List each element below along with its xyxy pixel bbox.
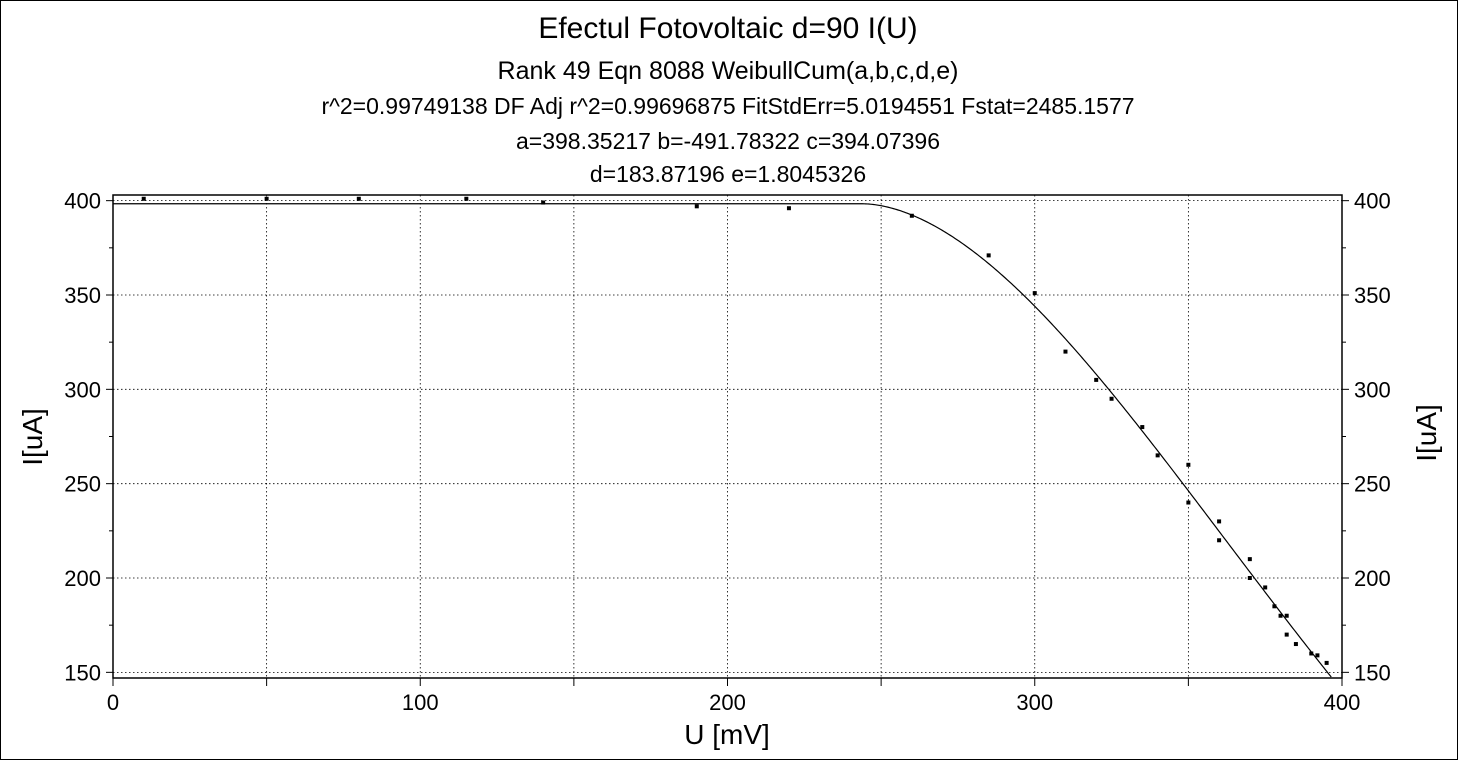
data-point: [264, 196, 269, 201]
y-axis-label-right: I[uA]: [1411, 404, 1442, 462]
data-point: [1217, 538, 1222, 543]
data-point: [786, 206, 791, 211]
data-point: [1284, 613, 1289, 618]
fit-parameters-line-2: d=183.87196 e=1.8045326: [589, 161, 867, 187]
y-tick-label-right: 150: [1354, 660, 1391, 685]
y-tick-label-right: 400: [1354, 189, 1391, 214]
data-point: [1063, 349, 1068, 354]
fit-curve: [113, 203, 1332, 678]
axis-ticks: 0 100 200 300 400 150 150 200 200 250 250 300 300 350…: [64, 189, 1390, 715]
data-point: [1247, 557, 1252, 562]
data-point: [909, 213, 914, 218]
x-tick-label: 300: [1016, 690, 1053, 715]
y-tick-label-left: 250: [64, 472, 101, 497]
data-point: [1186, 462, 1191, 467]
data-point: [541, 200, 546, 205]
x-tick-label: 400: [1324, 690, 1361, 715]
data-point: [1140, 425, 1145, 430]
y-tick-label-left: 200: [64, 566, 101, 591]
data-point: [141, 196, 146, 201]
data-point: [356, 196, 361, 201]
y-tick-label-left: 150: [64, 660, 101, 685]
y-tick-label-right: 250: [1354, 472, 1391, 497]
data-point: [694, 204, 699, 209]
chart-subtitle: Rank 49 Eqn 8088 WeibullCum(a,b,c,d,e): [497, 57, 959, 85]
data-point: [1309, 651, 1314, 656]
data-point: [1284, 632, 1289, 637]
data-point: [1315, 653, 1320, 658]
data-point: [1032, 291, 1037, 296]
data-points: [141, 196, 1329, 665]
y-tick-label-right: 350: [1354, 283, 1391, 308]
data-point: [1272, 604, 1277, 609]
x-tick-label: 200: [709, 690, 746, 715]
fit-statistics: r^2=0.99749138 DF Adj r^2=0.99696875 Fit…: [321, 93, 1135, 119]
x-axis-label: U [mV]: [684, 719, 770, 750]
fit-parameters-line-1: a=398.35217 b=-491.78322 c=394.07396: [516, 128, 940, 154]
y-axis-label: I[uA]: [17, 408, 48, 466]
data-point: [1094, 377, 1099, 382]
x-tick-label: 0: [107, 690, 119, 715]
data-point: [1263, 585, 1268, 590]
data-point: [1155, 453, 1160, 458]
y-tick-label-right: 200: [1354, 566, 1391, 591]
y-tick-label-left: 300: [64, 377, 101, 402]
data-point: [464, 196, 469, 201]
chart-title: Efectul Fotovoltaic d=90 I(U): [538, 12, 918, 45]
y-tick-label-right: 300: [1354, 377, 1391, 402]
data-point: [1278, 613, 1283, 618]
data-point: [1247, 576, 1252, 581]
data-point: [1293, 642, 1298, 647]
data-point: [1109, 396, 1114, 401]
y-tick-label-left: 350: [64, 283, 101, 308]
x-tick-label: 100: [402, 690, 439, 715]
data-point: [986, 253, 991, 258]
y-tick-label-left: 400: [64, 189, 101, 214]
data-point: [1217, 519, 1222, 524]
grid-lines: [113, 195, 1342, 678]
data-point: [1186, 500, 1191, 505]
data-point: [1324, 660, 1329, 665]
